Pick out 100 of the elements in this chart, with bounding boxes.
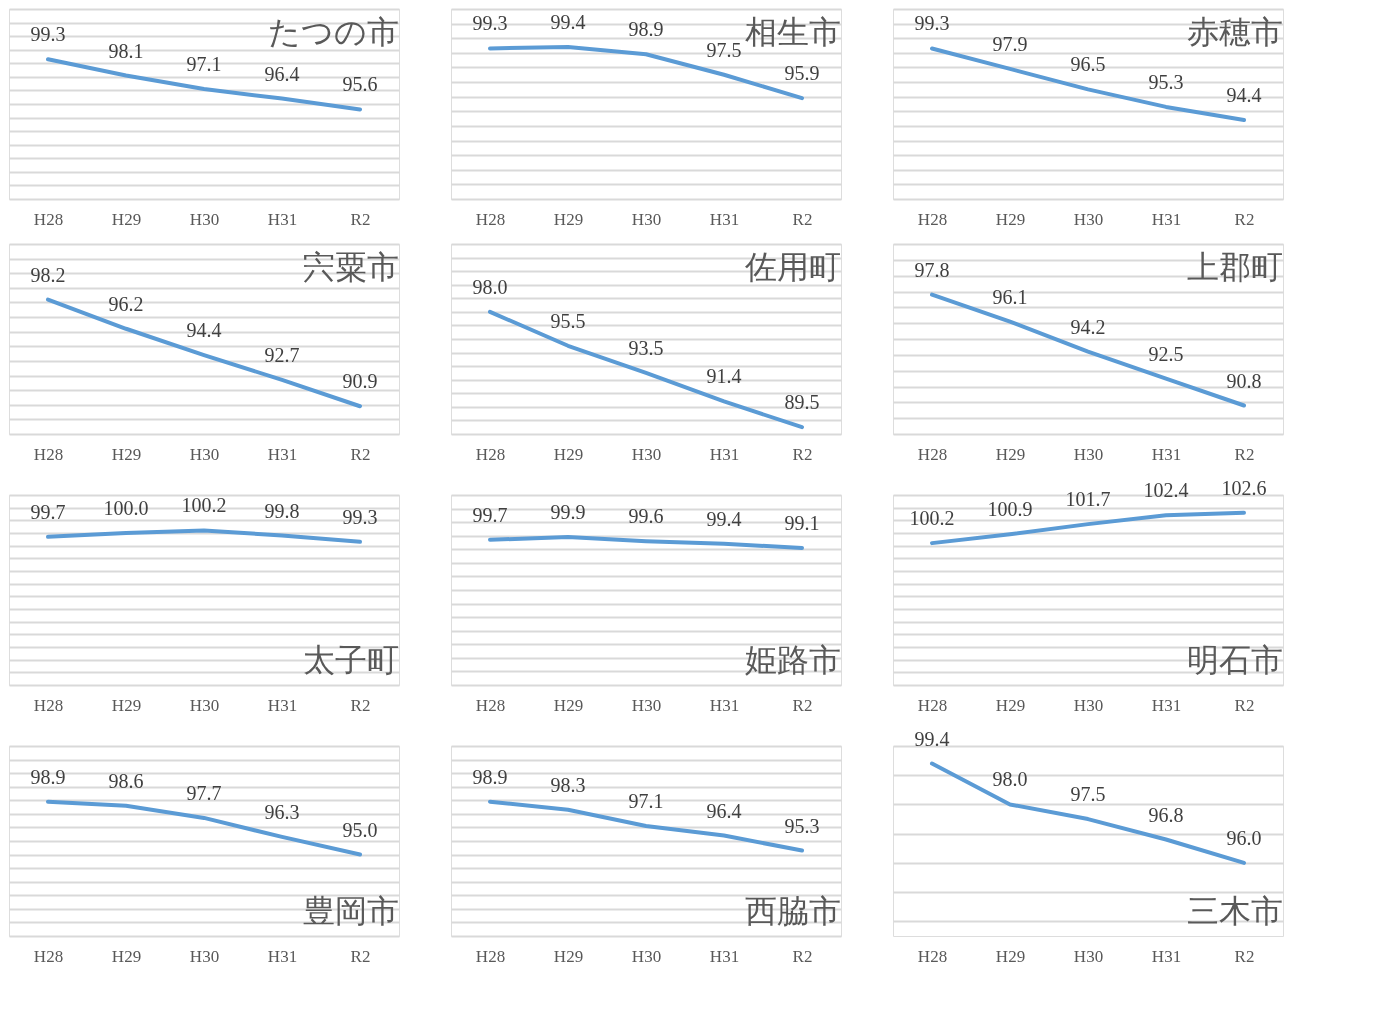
x-tick-label: H30 bbox=[631, 444, 662, 464]
data-label: 97.7 bbox=[186, 781, 222, 804]
chart-title: 佐用町 bbox=[745, 249, 841, 285]
x-tick-label: H31 bbox=[709, 209, 740, 229]
data-label: 96.0 bbox=[1226, 826, 1262, 849]
data-label: 99.3 bbox=[914, 12, 950, 35]
x-tick-label: R2 bbox=[792, 444, 813, 464]
data-label: 97.5 bbox=[706, 38, 742, 61]
data-label: 97.1 bbox=[628, 790, 664, 813]
x-tick-label: H31 bbox=[267, 444, 298, 464]
text: 明石市 bbox=[1187, 642, 1283, 678]
data-label: 100.0 bbox=[103, 497, 149, 519]
data-label: 95.3 bbox=[784, 814, 820, 837]
data-label: 98.1 bbox=[108, 39, 144, 62]
data-label: 92.5 bbox=[1148, 342, 1184, 365]
chart-title: たつの市 bbox=[268, 14, 399, 50]
x-tick-label: R2 bbox=[350, 444, 371, 464]
data-label: 94.2 bbox=[1070, 315, 1106, 338]
x-tick-label: H28 bbox=[33, 946, 64, 966]
data-label: 95.3 bbox=[1148, 70, 1184, 93]
data-label: 98.6 bbox=[108, 769, 144, 792]
data-label: 102.4 bbox=[1143, 479, 1189, 502]
data-label: 97.1 bbox=[186, 53, 222, 76]
text: 西脇市 bbox=[745, 893, 841, 929]
data-label: 100.9 bbox=[987, 498, 1033, 521]
x-tick-label: R2 bbox=[792, 946, 813, 966]
data-label: 89.5 bbox=[784, 391, 820, 414]
text: 三木市 bbox=[1187, 893, 1283, 929]
data-label: 98.9 bbox=[628, 18, 664, 41]
data-label: 90.8 bbox=[1226, 369, 1262, 392]
x-tick-label: H31 bbox=[1151, 209, 1182, 229]
data-label: 97.9 bbox=[992, 32, 1028, 55]
data-label: 98.9 bbox=[30, 765, 66, 788]
x-tick-label: H30 bbox=[1073, 444, 1104, 464]
data-label: 95.5 bbox=[550, 309, 586, 332]
data-label: 96.1 bbox=[992, 285, 1028, 308]
x-tick-label: R2 bbox=[350, 695, 371, 715]
x-tick-label: H30 bbox=[189, 695, 220, 715]
x-tick-label: R2 bbox=[1234, 209, 1255, 229]
x-tick-label: H28 bbox=[475, 209, 506, 229]
x-tick-label: H31 bbox=[709, 946, 740, 966]
x-tick-label: H28 bbox=[917, 209, 948, 229]
data-label: 97.8 bbox=[914, 258, 950, 281]
x-tick-label: H28 bbox=[475, 444, 506, 464]
data-label: 99.3 bbox=[472, 12, 508, 35]
x-tick-label: H31 bbox=[709, 695, 740, 715]
data-label: 99.6 bbox=[628, 505, 664, 528]
data-label: 96.4 bbox=[706, 799, 742, 822]
data-label: 91.4 bbox=[706, 365, 742, 388]
data-label: 98.0 bbox=[992, 768, 1028, 791]
x-tick-label: H30 bbox=[631, 946, 662, 966]
data-label: 98.3 bbox=[550, 773, 586, 796]
data-label: 96.8 bbox=[1148, 803, 1184, 826]
data-label: 99.3 bbox=[342, 505, 378, 528]
x-tick-label: H31 bbox=[1151, 695, 1182, 715]
x-tick-label: H29 bbox=[111, 209, 142, 229]
x-tick-label: R2 bbox=[1234, 946, 1255, 966]
chart-title: 相生市 bbox=[745, 14, 841, 50]
x-tick-label: H29 bbox=[111, 444, 142, 464]
data-label: 95.6 bbox=[342, 73, 378, 96]
text: 姫路市 bbox=[745, 642, 841, 678]
data-label: 97.5 bbox=[1070, 783, 1106, 806]
data-label: 94.4 bbox=[186, 319, 222, 342]
x-tick-label: H30 bbox=[189, 444, 220, 464]
data-label: 99.7 bbox=[472, 503, 508, 526]
chart-title: 宍粟市 bbox=[303, 249, 399, 285]
data-label: 99.4 bbox=[914, 727, 950, 750]
x-tick-label: H31 bbox=[267, 695, 298, 715]
x-tick-label: H29 bbox=[553, 444, 584, 464]
data-label: 94.4 bbox=[1226, 84, 1262, 107]
data-label: 99.3 bbox=[30, 23, 66, 46]
x-tick-label: R2 bbox=[792, 695, 813, 715]
x-tick-label: H28 bbox=[33, 444, 64, 464]
x-tick-label: H28 bbox=[917, 946, 948, 966]
x-tick-label: H29 bbox=[995, 695, 1026, 715]
data-label: 102.6 bbox=[1221, 476, 1267, 499]
x-tick-label: H29 bbox=[553, 946, 584, 966]
x-tick-label: H29 bbox=[553, 209, 584, 229]
x-tick-label: R2 bbox=[1234, 695, 1255, 715]
x-tick-label: H29 bbox=[111, 695, 142, 715]
data-label: 90.9 bbox=[342, 370, 378, 393]
data-label: 99.4 bbox=[706, 507, 742, 530]
x-tick-label: H31 bbox=[267, 209, 298, 229]
x-tick-label: H30 bbox=[631, 695, 662, 715]
x-tick-label: H31 bbox=[1151, 946, 1182, 966]
x-tick-label: R2 bbox=[792, 209, 813, 229]
data-label: 92.7 bbox=[264, 343, 300, 366]
text: 太子町 bbox=[303, 642, 399, 678]
data-label: 93.5 bbox=[628, 336, 664, 359]
data-label: 99.1 bbox=[784, 511, 820, 534]
x-tick-label: H30 bbox=[189, 209, 220, 229]
chart-title: 上郡町 bbox=[1187, 249, 1283, 285]
data-label: 95.9 bbox=[784, 62, 820, 85]
x-tick-label: H28 bbox=[33, 695, 64, 715]
x-tick-label: H29 bbox=[553, 695, 584, 715]
x-tick-label: H30 bbox=[631, 209, 662, 229]
data-label: 99.8 bbox=[264, 499, 300, 522]
data-label: 96.2 bbox=[108, 292, 144, 315]
x-tick-label: H31 bbox=[1151, 444, 1182, 464]
chart-title: 赤穂市 bbox=[1187, 14, 1283, 50]
